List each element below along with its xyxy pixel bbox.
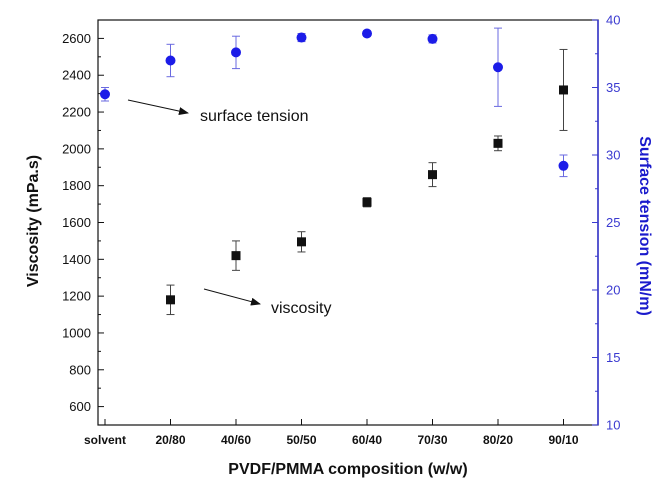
x-axis-title: PVDF/PMMA composition (w/w) xyxy=(228,461,467,478)
viscosity-point xyxy=(231,251,241,261)
x-tick-label: solvent xyxy=(84,433,126,447)
viscosity-point xyxy=(493,138,503,148)
y-axis-title: Viscosity (mPa.s) xyxy=(25,155,42,287)
viscosity-point xyxy=(166,295,175,305)
surface-tension-point xyxy=(100,89,110,100)
x-tick-label: 80/20 xyxy=(483,433,513,447)
y2-tick-label: 15 xyxy=(606,350,620,365)
y-tick-label: 2600 xyxy=(62,31,91,46)
plot-frame xyxy=(97,19,599,426)
annotation-surface-tension: surface tension xyxy=(200,108,309,125)
surface-tension-point xyxy=(165,55,176,66)
surface-tension-point xyxy=(558,160,569,171)
viscosity-arrow xyxy=(203,288,261,306)
annotation-layer: surface tension viscosity xyxy=(127,99,331,317)
surface-tension-point xyxy=(427,33,438,44)
x-tick-label: 50/50 xyxy=(286,433,316,447)
y-tick-label: 1000 xyxy=(62,325,91,340)
y-tick-label: 2000 xyxy=(62,141,91,156)
y-tick-label: 1400 xyxy=(62,252,91,267)
y2-tick-label: 30 xyxy=(606,148,620,163)
y2-tick-label: 20 xyxy=(606,283,620,298)
y-tick-label: 2400 xyxy=(62,68,91,83)
y2-tick-label: 25 xyxy=(606,215,620,230)
x-tick-label: 90/10 xyxy=(548,433,578,447)
surface-tension-point xyxy=(231,47,241,58)
viscosity-point xyxy=(428,170,437,180)
y-tick-label: 2200 xyxy=(62,105,91,120)
y-tick-label: 1600 xyxy=(62,215,91,230)
surface-tension-arrow xyxy=(127,99,189,116)
y-tick-label: 1200 xyxy=(62,289,91,304)
x-tick-label: 70/30 xyxy=(417,433,447,447)
surface-tension-point xyxy=(296,32,307,43)
marks-layer xyxy=(100,27,569,316)
viscosity-point xyxy=(559,85,568,95)
viscosity-point xyxy=(297,237,306,247)
y2-tick-label: 40 xyxy=(606,13,620,28)
x-tick-label: 20/80 xyxy=(155,433,185,447)
y2-axis-title: Surface tension (mN/m) xyxy=(636,136,652,316)
surface-tension-point xyxy=(362,28,372,39)
viscosity-point xyxy=(362,197,372,207)
x-tick-label: 40/60 xyxy=(221,433,251,447)
annotation-viscosity: viscosity xyxy=(271,300,331,317)
y-tick-label: 800 xyxy=(69,362,91,377)
y-tick-label: 1800 xyxy=(62,178,91,193)
y2-tick-label: 35 xyxy=(606,80,620,95)
x-tick-label: 60/40 xyxy=(352,433,382,447)
y-tick-label: 600 xyxy=(69,399,91,414)
surface-tension-point xyxy=(493,62,503,73)
ticks-layer: 600 800 1000 1200 1400 1600 1800 2000 2200 2400 26… xyxy=(62,13,620,448)
y2-tick-label: 10 xyxy=(606,418,620,433)
